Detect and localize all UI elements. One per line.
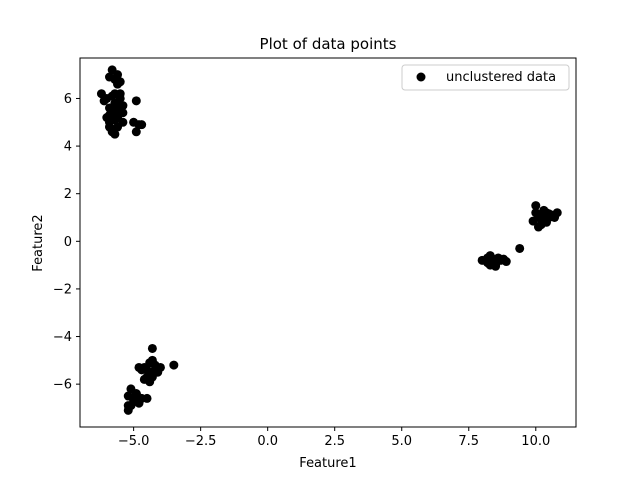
data-point [118, 108, 128, 118]
data-point [531, 201, 541, 211]
data-point [113, 122, 123, 132]
data-point [113, 79, 123, 89]
y-tick-label: 4 [64, 140, 72, 155]
data-point [536, 214, 546, 224]
x-tick-label: 0.0 [257, 434, 278, 449]
data-point [110, 129, 120, 139]
data-point [499, 254, 509, 264]
y-axis-ticks: −6 −4 −2 0 2 4 6 [53, 92, 80, 393]
data-point [131, 127, 141, 137]
x-tick-label: 7.5 [458, 434, 479, 449]
legend: unclustered data [401, 64, 570, 91]
data-point [169, 360, 179, 370]
x-tick-label: −2.5 [185, 434, 217, 449]
data-point [107, 105, 117, 115]
data-point [131, 96, 141, 106]
x-axis-label: Feature1 [299, 456, 356, 471]
data-point [145, 377, 155, 387]
data-point [137, 393, 147, 403]
y-tick-label: 0 [64, 235, 72, 250]
legend-entry-unclustered: unclustered data [446, 70, 556, 85]
plot-area: −5.0 −2.5 0.0 2.5 5.0 7.5 10.0 −6 −4 −2 0 2 4 6 [53, 57, 577, 449]
data-point [515, 243, 525, 253]
data-point [533, 222, 543, 232]
data-point [126, 401, 136, 411]
data-point [544, 209, 554, 219]
y-tick-label: 2 [64, 187, 72, 202]
y-axis-label: Feature2 [31, 214, 46, 271]
y-tick-label: −4 [53, 330, 72, 345]
x-tick-label: 10.0 [521, 434, 550, 449]
data-point [104, 72, 114, 82]
data-point [104, 117, 114, 127]
data-point [147, 343, 157, 353]
y-tick-label: −2 [53, 282, 72, 297]
y-tick-label: −6 [53, 378, 72, 393]
x-tick-label: −5.0 [118, 434, 150, 449]
data-point [483, 258, 493, 268]
data-point [115, 89, 125, 99]
x-axis-ticks: −5.0 −2.5 0.0 2.5 5.0 7.5 10.0 [118, 427, 550, 449]
data-point [528, 216, 538, 226]
y-tick-label: 6 [64, 92, 72, 107]
legend-marker [416, 72, 426, 82]
data-point [137, 365, 147, 375]
data-points [96, 65, 562, 415]
data-point [137, 120, 147, 130]
x-tick-label: 2.5 [324, 434, 345, 449]
data-point [147, 367, 157, 377]
x-tick-label: 5.0 [391, 434, 412, 449]
legend-box [401, 64, 570, 91]
data-point [99, 96, 109, 106]
data-point [491, 261, 501, 271]
chart-title: Plot of data points [260, 35, 397, 53]
